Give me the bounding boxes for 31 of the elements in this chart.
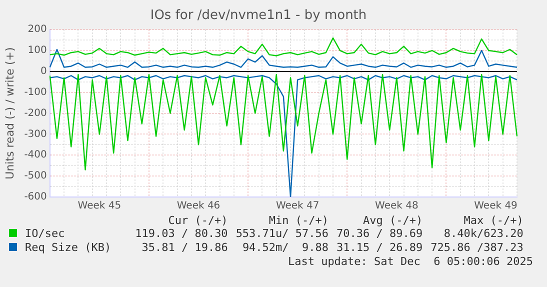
y-tick-label: -300 [24,128,47,140]
text: 70.36 / 89.69 [336,227,424,241]
x-tick-label: Week 45 [78,200,122,212]
chart-title: IOs for /dev/nvme1n1 - by month [150,8,367,24]
text: 119.03 / 80.30 [134,227,229,241]
legend-label: IO/sec [24,227,66,241]
text: 35.81 / 19.86 [140,241,229,255]
x-tick-label: Week 47 [276,200,320,212]
y-tick-label: -100 [24,86,47,98]
text: 8.40k/623.20 [442,227,524,241]
x-tick-label: Week 46 [176,200,220,212]
x-tick-label: Week 48 [375,200,418,212]
y-tick-label: -200 [24,108,47,119]
y-tick-label: -600 [24,192,47,203]
text: Cur (-/+) [167,214,229,227]
text: 725.86 /387.23 [430,241,524,255]
legend-label: Req Size (KB) [24,241,112,255]
text: Avg (-/+) [362,214,424,227]
text: Max (-/+) [462,214,524,227]
text: 94.52m/ 9.88 [241,241,330,255]
y-axis-title: Units read (-) / write (+) [3,47,16,180]
text: Min (-/+) [268,214,330,227]
y-tick-label: 100 [28,45,47,56]
y-tick-label: -500 [24,170,47,182]
y-tick-label: -400 [24,150,47,161]
text: 553.71u/ 57.56 [234,227,330,241]
y-tick-label: 0 [40,66,47,78]
y-tick-label: 200 [28,24,47,36]
text: Last update: Sat Dec 6 05:00:06 2025 [286,255,534,268]
x-tick-label: Week 49 [474,200,518,212]
text: 31.15 / 26.89 [336,241,424,255]
